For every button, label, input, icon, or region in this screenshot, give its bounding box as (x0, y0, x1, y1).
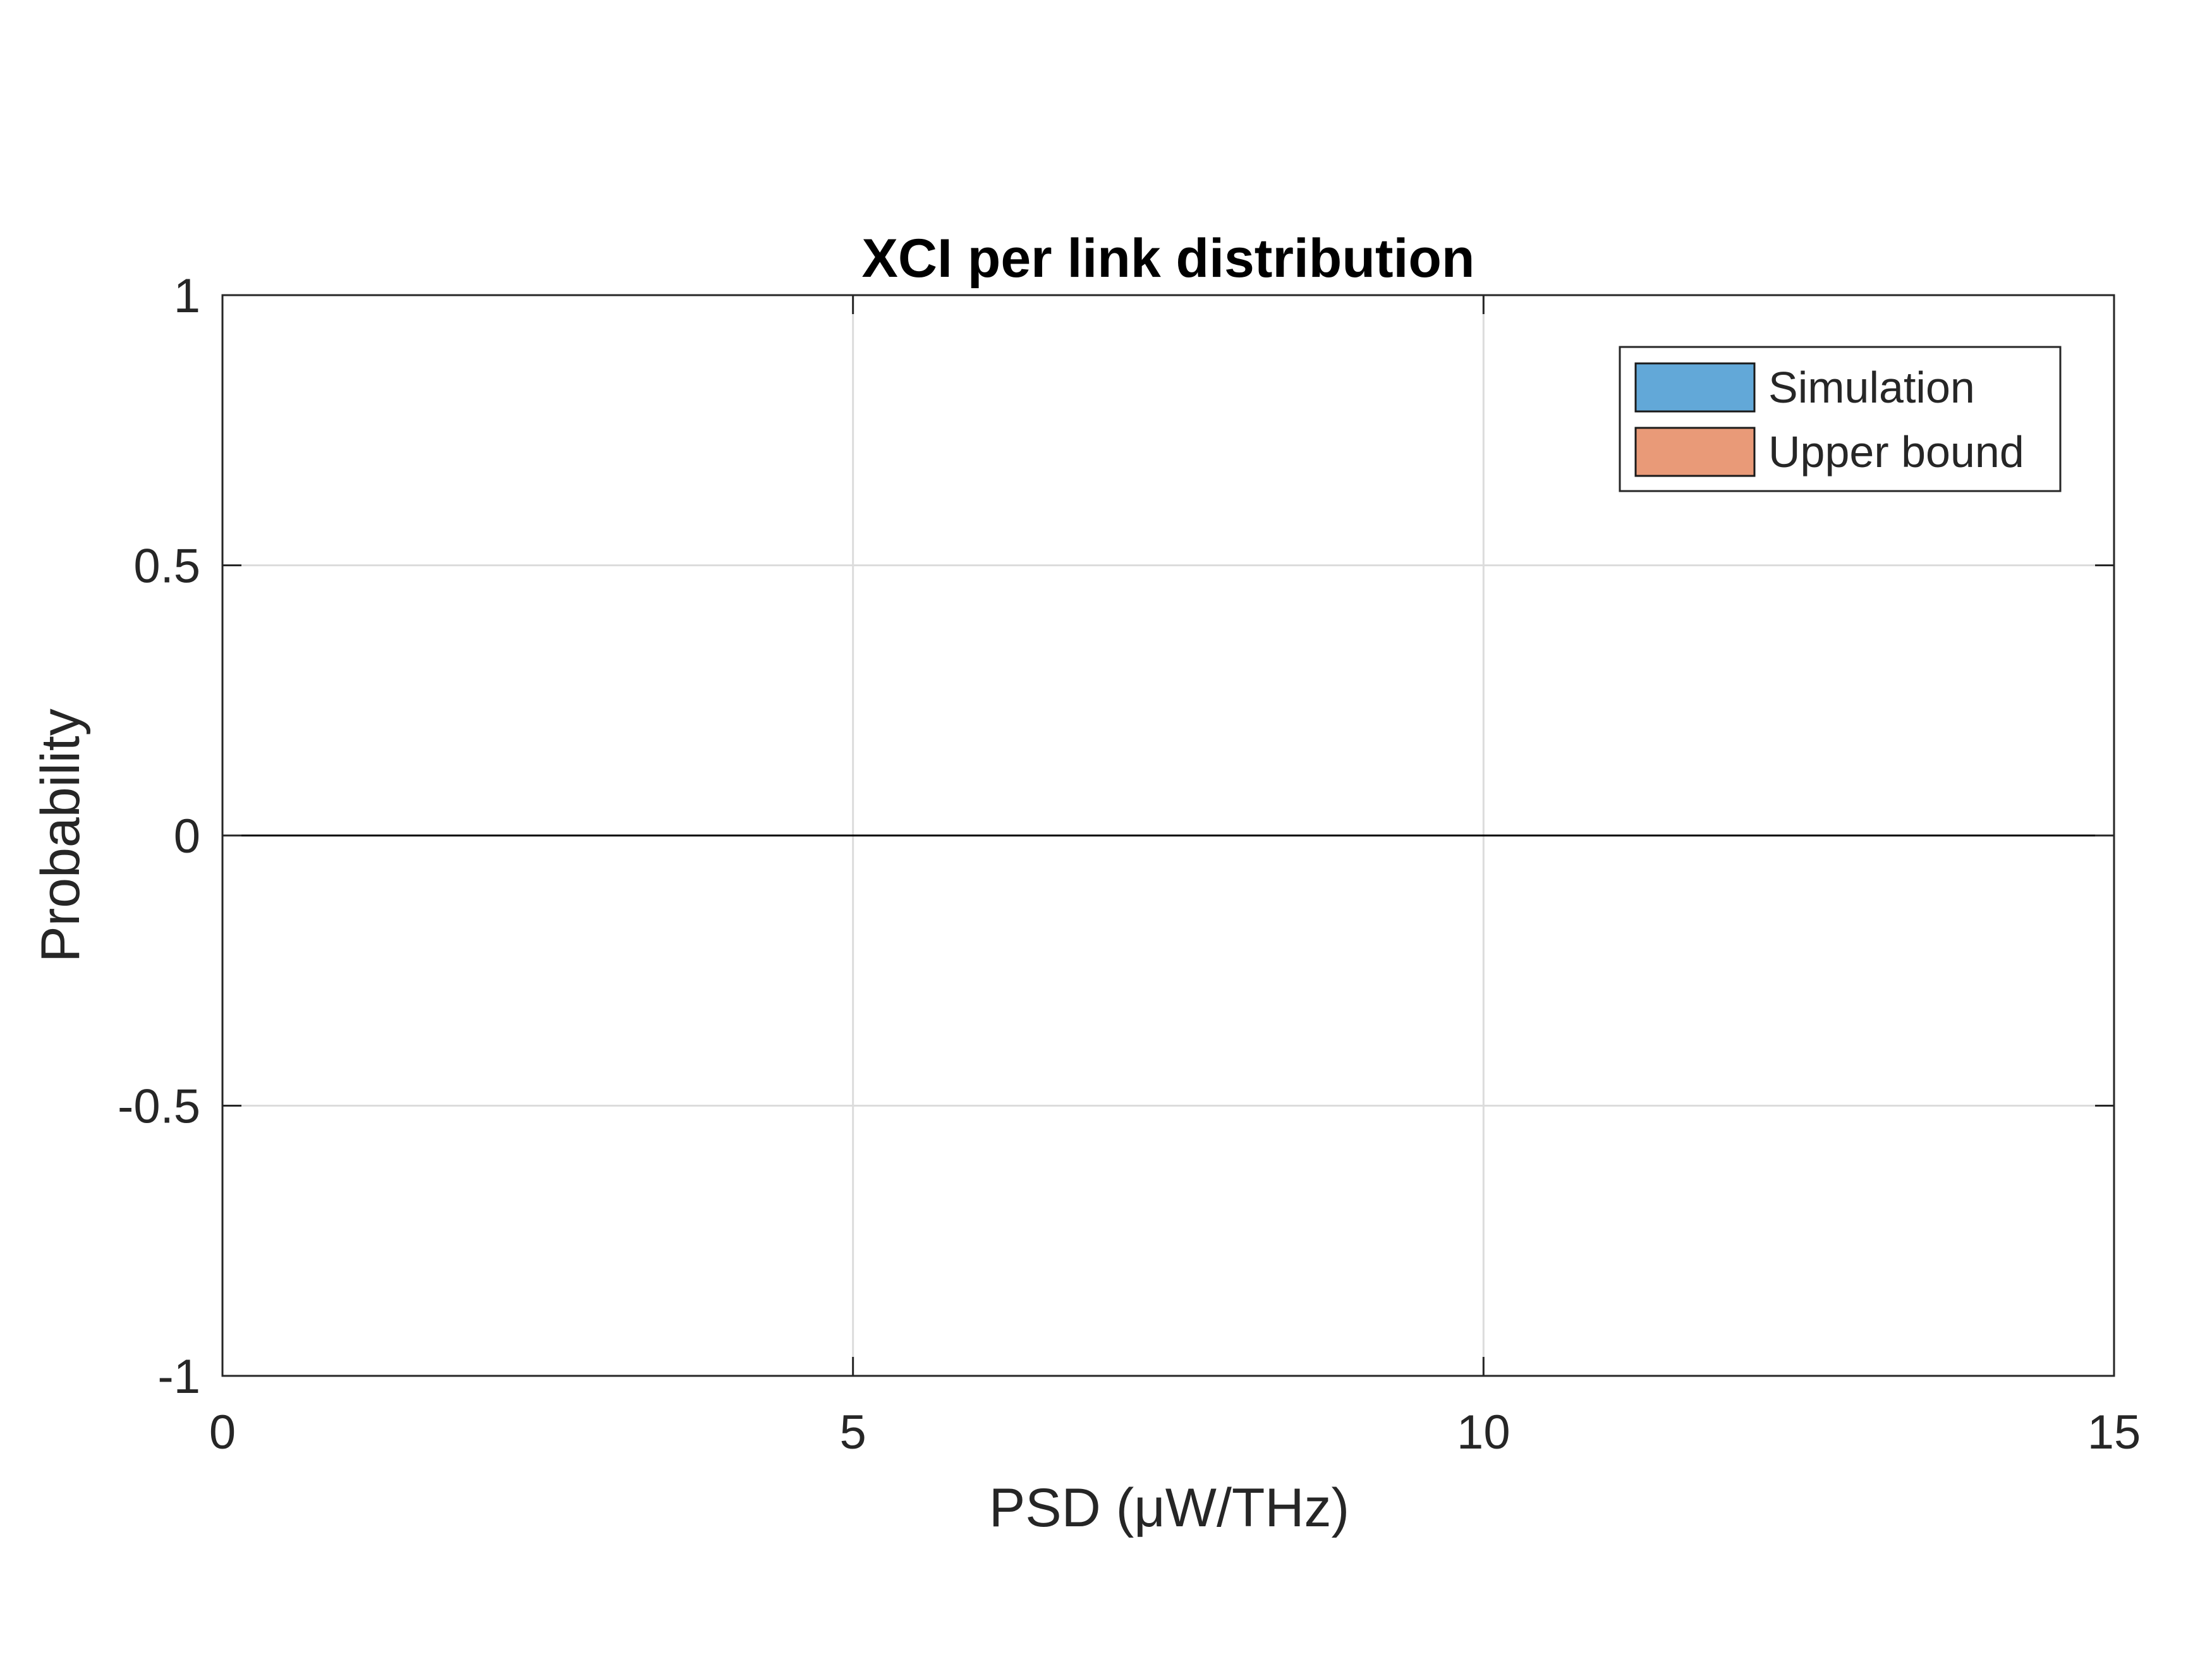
x-axis-label: PSD (μW/THz) (989, 1478, 1349, 1538)
legend-swatch-upper-bound (1634, 427, 1756, 477)
y-axis-label: Probability (30, 708, 91, 963)
tick-labels: 0 5 10 15 -1 -0.5 0 0.5 1 (118, 269, 2141, 1459)
legend-swatch-simulation (1634, 362, 1756, 413)
x-tick-label: 5 (840, 1406, 866, 1459)
legend[interactable]: Simulation Upper bound (1619, 346, 2062, 492)
y-tick-label: -1 (157, 1350, 200, 1404)
y-tick-label: -0.5 (118, 1080, 200, 1134)
y-tick-label: 0.5 (133, 540, 200, 593)
legend-label-upper-bound: Upper bound (1768, 427, 2024, 477)
y-tick-label: 1 (174, 269, 200, 323)
x-tick-label: 0 (209, 1406, 236, 1459)
y-tick-label: 0 (174, 810, 200, 863)
axis-ticks (221, 294, 2115, 1377)
chart-title: XCI per link distribution (862, 228, 1475, 289)
x-tick-label: 10 (1457, 1406, 1510, 1459)
x-tick-label: 15 (2087, 1406, 2141, 1459)
legend-label-simulation: Simulation (1768, 363, 1975, 412)
